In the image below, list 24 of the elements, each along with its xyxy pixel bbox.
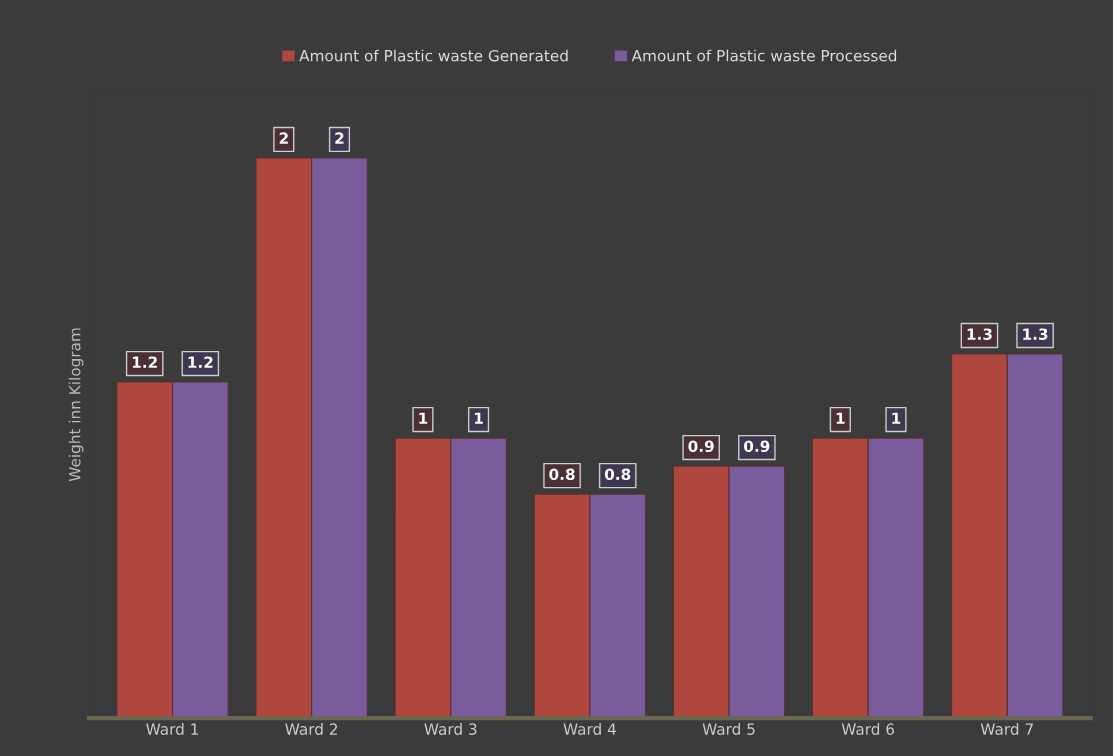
data-label: 0.9	[688, 440, 714, 453]
data-label: 1	[892, 412, 901, 424]
x-tick-label: Ward 5	[702, 723, 755, 735]
data-label: 0.8	[549, 468, 575, 481]
data-label: 1.3	[967, 328, 992, 340]
data-label: 1	[419, 412, 428, 424]
x-tick-label: Ward 1	[146, 723, 198, 735]
x-tick-label: Ward 4	[563, 723, 616, 735]
legend-label: Amount of Plastic waste Processed	[631, 49, 897, 62]
data-label: 1.2	[188, 356, 213, 368]
x-tick-label: Ward 3	[424, 723, 477, 735]
data-label: 1.2	[132, 356, 157, 368]
data-label: 2	[335, 132, 344, 144]
x-tick-label: Ward 2	[285, 723, 337, 735]
data-label: 1.3	[1023, 328, 1048, 340]
data-label: 0.8	[604, 468, 631, 481]
x-tick-label: Ward 6	[841, 723, 895, 735]
legend-label: Amount of Plastic waste Generated	[299, 49, 568, 62]
x-tick-label: Ward 7	[980, 723, 1033, 735]
y-axis-title: Weight inn Kilogram	[68, 328, 84, 482]
data-label: 2	[279, 132, 288, 144]
data-label: 1	[475, 412, 483, 424]
data-label: 1	[836, 412, 845, 424]
data-label: 0.9	[744, 440, 770, 453]
